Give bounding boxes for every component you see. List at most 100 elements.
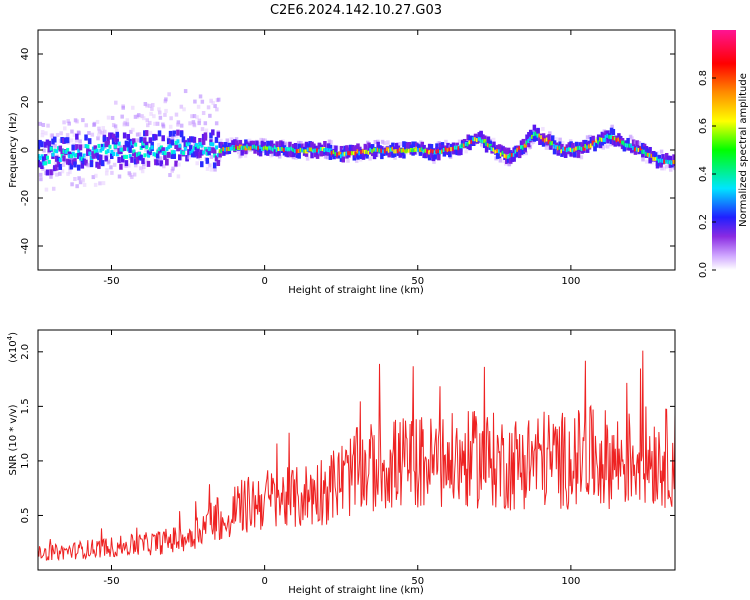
spectrogram-cell-faint [66,119,70,124]
spectrogram-cell [203,134,208,141]
spectrogram-cell-faint [305,156,310,161]
spectrogram-cell [49,169,53,176]
spectrogram-cell [648,157,652,164]
spectrogram-cell-faint [281,139,285,144]
spectrogram-cell-core [479,138,483,143]
spectrogram-cell-core [207,147,211,152]
spectrogram-cell-faint [605,144,610,149]
spectrogram-cell-faint [104,171,109,176]
spectrogram-cell [506,147,511,154]
spectrogram-cell [650,155,654,162]
spectrogram-cell-faint [323,154,328,159]
spectrogram-cell [646,148,651,155]
spectrogram-cell-core [389,147,393,152]
spectrogram-cell [466,134,470,141]
spectrogram-cell [324,149,329,156]
spectrogram-cell-core [295,149,299,154]
figure-title: C2E6.2024.142.10.27.G03 [270,3,442,18]
spectrogram-cell-faint [247,138,252,143]
spectrogram-cell-faint [524,151,528,156]
spectrogram-cell-core [641,149,645,154]
spectrogram-cell-faint [187,155,191,160]
spectrogram-cell [198,151,202,158]
spectrogram-cell [602,132,606,139]
y-tick-label: -40 [20,238,31,254]
spectrogram-cell [201,138,206,145]
spectrogram-cell-core [77,148,81,153]
spectrogram-cell [308,141,312,148]
spectrogram-cell-core [134,142,138,147]
spectrogram-cell [512,147,516,154]
spectrogram-cell-core [419,147,422,152]
spectrogram-cell-faint [201,111,206,116]
spectrogram-cell [402,141,406,148]
spectrogram-cell [547,134,551,141]
spectrogram-cell [95,161,99,168]
spectrogram-cell-core [95,148,99,153]
spectrogram-cell-core [378,148,382,153]
spectrogram-cell-faint [109,165,113,170]
spectrogram-cell-faint [133,114,138,119]
spectrogram-cell-faint [368,156,372,161]
spectrogram-cell [517,152,522,159]
spectrogram-cell-faint [101,154,106,159]
spectrogram-cell-core [57,146,61,151]
spectrogram-cell [538,139,542,146]
spectrogram-cell [418,149,423,156]
spectrogram-cell-core [60,153,64,158]
spectrogram-cell [100,160,105,167]
spectrogram-cell [115,131,120,138]
spectrogram-cell-core [336,152,340,157]
spectrogram-cell-core [273,145,277,150]
spectrogram-cell-core [165,147,169,152]
spectrogram-cell-core [362,149,366,154]
spectrogram-cell [161,135,165,142]
snr-x-axis-label: Height of straight line (km) [288,585,424,596]
spectrogram-cell [486,136,491,143]
spectrogram-cell-core [73,153,77,158]
spectrogram-cell [560,150,564,157]
spectrogram-cell-faint [176,122,180,127]
spectrogram-cell [196,146,200,153]
spectrogram-cell [585,141,590,148]
spectrogram-cell [598,142,603,149]
spectrogram-cell [356,153,360,160]
spectrogram-cell [264,149,268,156]
spectrogram-cell-core [488,143,492,148]
spectrogram-cell [67,159,72,166]
spectrogram-cell-core [321,147,325,152]
spectrogram-cell [157,130,162,137]
spectrogram-cell [367,142,371,149]
x-tick-label: 0 [261,576,267,587]
spectrogram-cell-core [617,137,621,142]
spectrogram-cell-core [391,146,395,151]
spectrogram-cell [249,142,254,149]
spectrogram-cell [170,152,175,159]
spectrogram-cell-faint [120,114,124,119]
spectrogram-cell-core [483,139,487,144]
spectrogram-cell-core [540,135,544,140]
spectrogram-cell-core [450,147,454,152]
spectrogram-cell-core [527,139,531,144]
spectrogram-cell-faint [376,139,380,144]
spectrogram-cell [45,169,50,176]
spectrogram-cell [174,160,178,167]
spectrogram-cell [492,141,496,148]
spectrogram-cell [223,141,228,148]
spectrogram-cell [538,135,542,142]
spectrogram-cell [631,139,636,146]
spectrogram-cell-core [384,149,388,154]
spectrogram-cell-faint [373,139,378,144]
spectrogram-cell [437,154,441,161]
spectrogram-cell-core [575,146,579,151]
spectrogram-cell-faint [49,174,53,179]
spectrogram-cell [255,140,259,147]
spectrogram-panel: -50 0 50 100 -40 -20 0 20 40 Height of straight… [8,29,676,296]
spectrogram-cell-core [407,148,411,153]
spectrogram-cell [642,146,647,153]
spectrogram-cell-core [284,146,288,151]
spectrogram-cell-core [626,143,630,148]
spectrogram-cell [565,144,570,151]
spectrogram-cell-core [358,151,362,156]
spectrogram-cell-core [531,134,535,139]
